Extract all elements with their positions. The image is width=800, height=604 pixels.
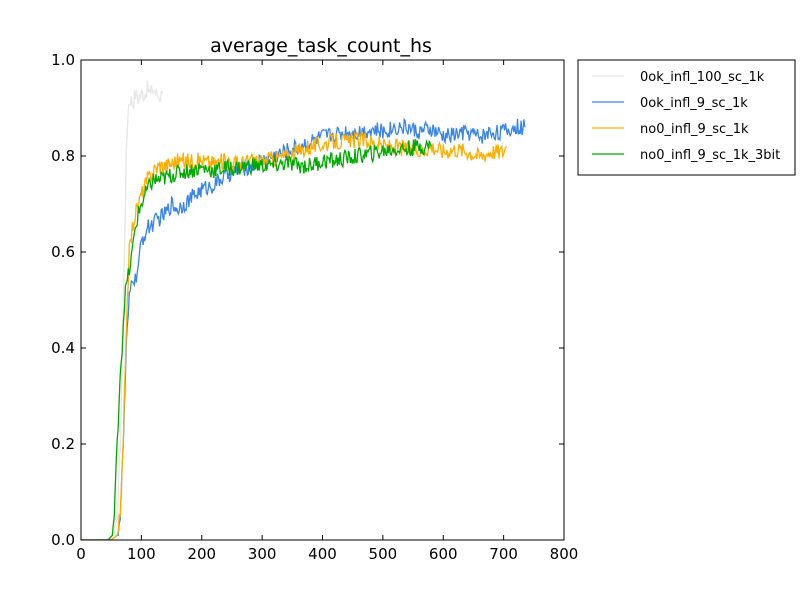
series-line-no0_infl_9_sc_1k_3bit bbox=[81, 138, 432, 540]
y-tick-label: 0.2 bbox=[51, 435, 75, 453]
y-tick-label: 0.6 bbox=[51, 243, 75, 261]
y-tick-label: 0.4 bbox=[51, 339, 75, 357]
x-tick-label: 0 bbox=[76, 545, 86, 563]
legend-label: 0ok_infl_100_sc_1k bbox=[640, 70, 765, 85]
legend: 0ok_infl_100_sc_1k 0ok_infl_9_sc_1k no0_in… bbox=[577, 59, 796, 176]
x-tick-label: 800 bbox=[550, 545, 579, 563]
x-tick-label: 400 bbox=[308, 545, 337, 563]
legend-label: 0ok_infl_9_sc_1k bbox=[640, 96, 748, 111]
x-tick-label: 200 bbox=[187, 545, 216, 563]
chart-title: average_task_count_hs bbox=[210, 35, 432, 57]
series-line-no0_infl_9_sc_1k bbox=[81, 130, 508, 540]
series-lines bbox=[81, 80, 526, 540]
x-tick-label: 300 bbox=[248, 545, 277, 563]
legend-box bbox=[577, 59, 796, 176]
x-tick-label: 500 bbox=[369, 545, 398, 563]
legend-label: no0_infl_9_sc_1k_3bit bbox=[640, 148, 780, 163]
legend-label: no0_infl_9_sc_1k bbox=[640, 122, 749, 137]
series-line-0ok_infl_100_sc_1k bbox=[81, 80, 164, 540]
y-tick-label: 1.0 bbox=[51, 51, 75, 69]
x-tick-label: 700 bbox=[489, 545, 518, 563]
y-tick-label: 0.0 bbox=[51, 531, 75, 549]
x-tick-label: 100 bbox=[127, 545, 156, 563]
y-tick-label: 0.8 bbox=[51, 147, 75, 165]
x-tick-label: 600 bbox=[429, 545, 458, 563]
